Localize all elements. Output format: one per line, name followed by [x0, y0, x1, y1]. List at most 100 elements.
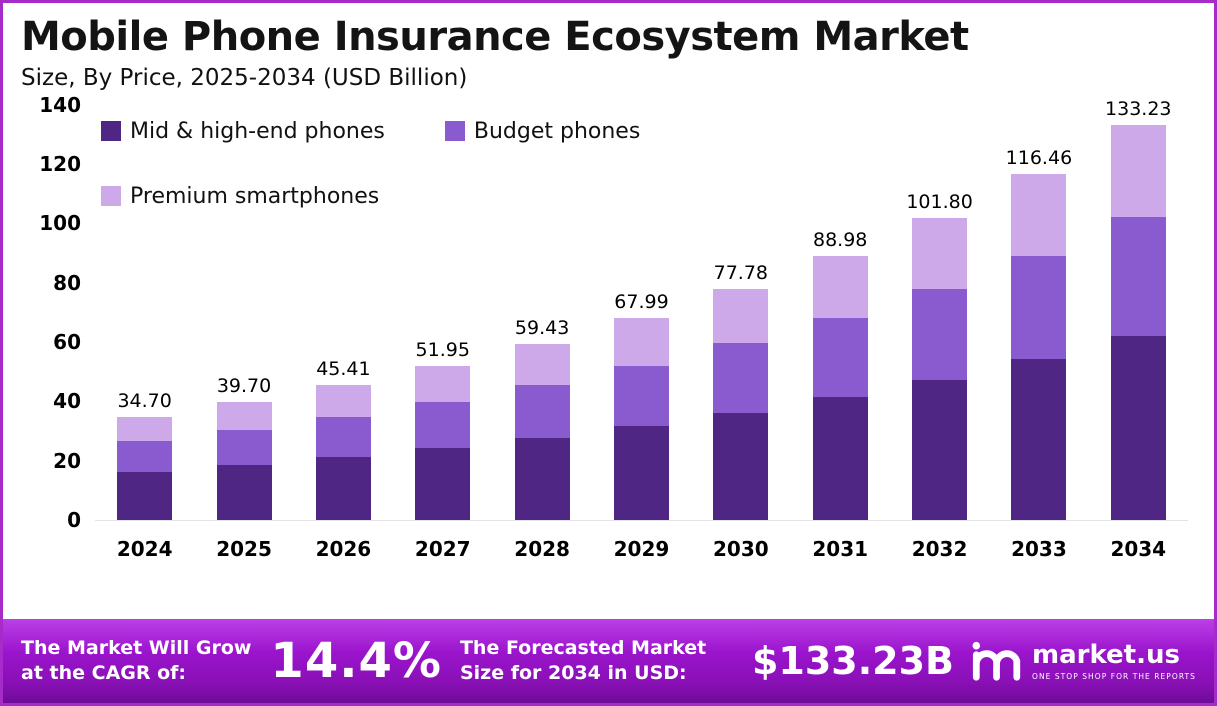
bar-segment-budget-phones — [315, 416, 371, 458]
bar-stack — [912, 218, 968, 520]
bar-segment-mid-high-end-phones — [514, 437, 570, 520]
bar-segment-premium-smartphones — [713, 289, 769, 344]
bar-segment-mid-high-end-phones — [613, 426, 669, 520]
bar-segment-budget-phones — [912, 289, 968, 380]
bar-column-2029: 67.99 — [592, 105, 691, 520]
brand-name: market.us — [1032, 639, 1180, 670]
cagr-label: The Market Will Grow at the CAGR of: — [21, 637, 252, 684]
bar-segment-budget-phones — [613, 365, 669, 427]
x-tick-label-2032: 2032 — [911, 536, 968, 561]
bar-total-label: 39.70 — [216, 375, 272, 398]
bar-segment-mid-high-end-phones — [415, 448, 471, 520]
bar-stack — [315, 385, 371, 520]
bar-segment-budget-phones — [713, 343, 769, 413]
y-tick-label-100: 100 — [39, 211, 81, 236]
bar-total-label: 88.98 — [812, 228, 868, 251]
bar-segment-budget-phones — [216, 429, 272, 465]
bar-segment-mid-high-end-phones — [812, 397, 868, 520]
bar-segment-budget-phones — [415, 401, 471, 449]
bar-segment-premium-smartphones — [812, 255, 868, 318]
bar-stack — [415, 365, 471, 520]
y-axis: 0 20 40 60 80 100 120 140 — [3, 93, 95, 532]
bar-segment-mid-high-end-phones — [117, 472, 173, 520]
x-axis: 2024 2025 2026 2027 2028 2029 2030 2031 2032 2033… — [95, 521, 1188, 561]
bar-segment-budget-phones — [117, 441, 173, 473]
bar-column-2033: 116.46 — [989, 105, 1088, 520]
x-tick-label-2029: 2029 — [613, 536, 670, 561]
bar-segment-premium-smartphones — [117, 416, 173, 442]
forecast-label: The Forecasted Market Size for 2034 in U… — [459, 637, 707, 684]
bar-total-label: 77.78 — [713, 262, 769, 285]
bar-segment-mid-high-end-phones — [713, 412, 769, 520]
x-tick-label-2026: 2026 — [315, 536, 372, 561]
bar-segment-premium-smartphones — [613, 318, 669, 366]
x-tick-label-2027: 2027 — [414, 536, 471, 561]
bar-stack — [713, 289, 769, 520]
header: Mobile Phone Insurance Ecosystem Market … — [3, 3, 1214, 91]
bar-column-2032: 101.80 — [890, 105, 989, 520]
bar-segment-mid-high-end-phones — [912, 379, 968, 520]
bar-column-2026: 45.41 — [294, 105, 393, 520]
bar-total-label: 116.46 — [1005, 147, 1073, 170]
bar-stack — [117, 416, 173, 520]
bar-column-2028: 59.43 — [492, 105, 591, 520]
bar-column-2024: 34.70 — [95, 105, 194, 520]
bar-segment-budget-phones — [1110, 217, 1166, 337]
bar-column-2025: 39.70 — [194, 105, 293, 520]
y-tick-label-120: 120 — [39, 152, 81, 177]
bar-column-2027: 51.95 — [393, 105, 492, 520]
bar-stack — [216, 402, 272, 520]
y-tick-label-0: 0 — [67, 507, 81, 532]
chart-subtitle: Size, By Price, 2025-2034 (USD Billion) — [21, 64, 468, 91]
bar-column-2030: 77.78 — [691, 105, 790, 520]
plot-area: 34.70 39.70 45.41 51.95 59.43 67.99 77.78 88.98… — [95, 98, 1188, 561]
bar-total-label: 133.23 — [1105, 97, 1172, 120]
bar-segment-mid-high-end-phones — [315, 457, 371, 520]
market-us-logo-icon — [972, 641, 1021, 681]
bar-segment-mid-high-end-phones — [1110, 336, 1166, 520]
x-tick-label-2034: 2034 — [1110, 536, 1167, 561]
x-tick-label-2028: 2028 — [514, 536, 570, 561]
x-tick-label-2024: 2024 — [116, 536, 173, 561]
bar-stack — [1110, 124, 1166, 520]
bar-segment-budget-phones — [1011, 255, 1067, 360]
bar-column-2031: 88.98 — [791, 105, 890, 520]
bar-segment-mid-high-end-phones — [216, 464, 272, 520]
bar-column-2034: 133.23 — [1089, 98, 1188, 520]
page-title: Mobile Phone Insurance Ecosystem Market — [21, 14, 969, 60]
x-tick-label-2033: 2033 — [1011, 536, 1067, 561]
stacked-bar-chart: 0 20 40 60 80 100 120 140 34.70 39.70 45.41 51.95 5… — [3, 93, 1214, 561]
bar-total-label: 59.43 — [514, 316, 570, 339]
bar-stack — [613, 318, 669, 520]
bar-total-label: 51.95 — [415, 338, 470, 361]
bar-segment-budget-phones — [812, 317, 868, 398]
y-tick-label-40: 40 — [53, 389, 81, 414]
brand-logo: market.us ONE STOP SHOP FOR THE REPORTS — [970, 639, 1196, 683]
bar-segment-budget-phones — [514, 385, 570, 438]
bar-segment-premium-smartphones — [315, 385, 371, 417]
bar-total-label: 45.41 — [316, 358, 371, 381]
y-tick-label-80: 80 — [53, 270, 81, 295]
y-tick-label-60: 60 — [53, 329, 81, 354]
bar-stack — [514, 343, 570, 520]
bar-total-label: 34.70 — [117, 389, 172, 412]
bar-stack — [1011, 174, 1067, 520]
forecast-value: $133.23B — [751, 639, 954, 683]
x-tick-label-2030: 2030 — [713, 536, 769, 561]
bar-segment-premium-smartphones — [912, 218, 968, 290]
bar-segment-mid-high-end-phones — [1011, 359, 1067, 520]
footer-banner: The Market Will Grow at the CAGR of: 14.… — [3, 619, 1214, 703]
y-tick-label-20: 20 — [53, 448, 81, 473]
y-tick-label-140: 140 — [39, 92, 81, 117]
bar-segment-premium-smartphones — [514, 343, 570, 386]
bar-segment-premium-smartphones — [216, 402, 272, 430]
x-tick-label-2025: 2025 — [216, 536, 272, 561]
bar-total-label: 101.80 — [906, 191, 973, 214]
bars-area: 34.70 39.70 45.41 51.95 59.43 67.99 77.78 88.98… — [95, 98, 1188, 521]
bar-stack — [812, 255, 868, 520]
brand-tagline: ONE STOP SHOP FOR THE REPORTS — [1032, 671, 1196, 681]
bar-total-label: 67.99 — [614, 291, 669, 314]
bar-segment-premium-smartphones — [1011, 174, 1067, 256]
cagr-value: 14.4% — [270, 633, 442, 689]
